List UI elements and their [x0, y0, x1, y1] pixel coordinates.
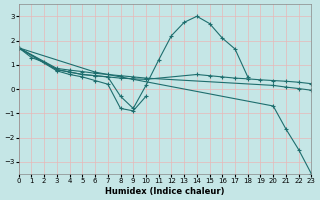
X-axis label: Humidex (Indice chaleur): Humidex (Indice chaleur): [105, 187, 225, 196]
